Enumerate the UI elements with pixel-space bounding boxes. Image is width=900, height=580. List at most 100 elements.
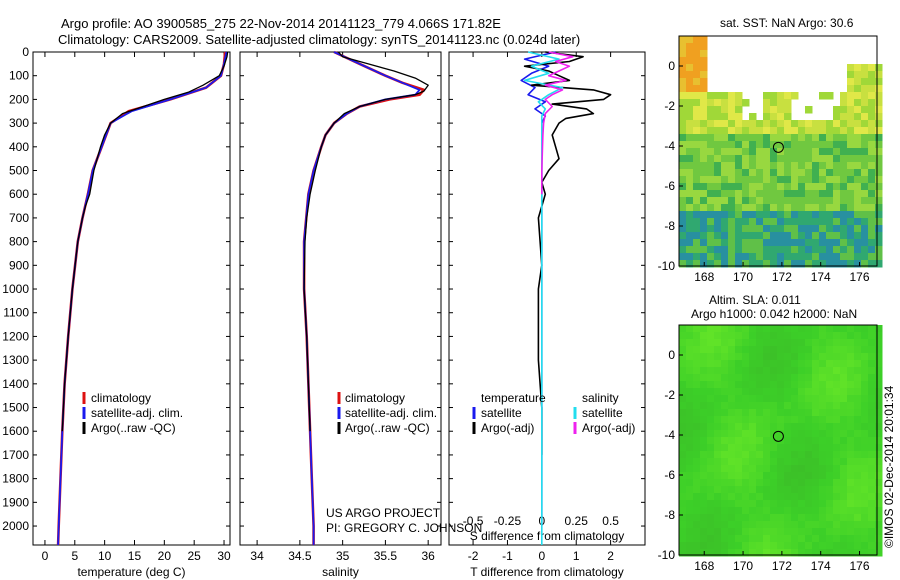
map-cell xyxy=(812,339,820,347)
map-cell xyxy=(742,472,750,480)
map-cell xyxy=(721,430,729,438)
map-cell xyxy=(833,416,841,424)
x-tick-label: 20 xyxy=(158,549,172,563)
map-cell xyxy=(861,120,869,128)
map-cell xyxy=(707,535,715,543)
map-cell xyxy=(812,507,820,515)
map-cell xyxy=(847,402,855,410)
map-cell xyxy=(714,99,722,107)
map-y-tick-label: -6 xyxy=(664,468,675,482)
map-cell xyxy=(847,169,855,177)
map-cell xyxy=(791,451,799,459)
map-cell xyxy=(749,239,757,247)
map-cell xyxy=(861,211,869,219)
map-cell xyxy=(819,444,827,452)
map-cell xyxy=(833,542,841,550)
map-cell xyxy=(784,232,792,240)
map-cell xyxy=(875,78,883,86)
map-cell xyxy=(749,204,757,212)
map-cell xyxy=(770,339,778,347)
map-cell xyxy=(735,367,743,375)
map-cell xyxy=(693,113,701,121)
map-cell xyxy=(686,92,694,100)
map-cell xyxy=(875,360,883,368)
map-cell xyxy=(700,155,708,163)
map-cell xyxy=(847,528,855,536)
map-cell xyxy=(819,225,827,233)
map-cell xyxy=(798,127,806,135)
map-x-tick-label: 168 xyxy=(694,559,714,573)
map-cell xyxy=(875,204,883,212)
map-cell xyxy=(728,113,736,121)
map-cell xyxy=(679,71,687,79)
series-line-satellite-adj-clim- xyxy=(57,51,228,546)
title-line-2: Climatology: CARS2009. Satellite-adjuste… xyxy=(58,32,580,47)
map-cell xyxy=(756,232,764,240)
map-cell xyxy=(693,169,701,177)
series-line-climatology xyxy=(56,51,227,546)
map-cell xyxy=(791,493,799,501)
map-cell xyxy=(742,388,750,396)
map-cell xyxy=(875,416,883,424)
map-cell xyxy=(854,176,862,184)
map-cell xyxy=(728,430,736,438)
map-cell xyxy=(756,367,764,375)
map-cell xyxy=(819,127,827,135)
map-cell xyxy=(721,395,729,403)
map-cell xyxy=(700,190,708,198)
map-cell xyxy=(686,472,694,480)
map-cell xyxy=(763,528,771,536)
map-cell xyxy=(819,367,827,375)
map-cell xyxy=(679,346,687,354)
map-x-tick-label: 174 xyxy=(811,559,831,573)
map-cell xyxy=(770,444,778,452)
map-cell xyxy=(763,451,771,459)
y-tick-label: 200 xyxy=(9,92,29,106)
map-cell xyxy=(735,388,743,396)
map-x-tick-label: 170 xyxy=(733,270,753,284)
map-cell xyxy=(805,346,813,354)
map-cell xyxy=(875,71,883,79)
map-cell xyxy=(721,197,729,205)
x-tick-label-top: -0.25 xyxy=(494,514,522,528)
map-cell xyxy=(714,225,722,233)
map-cell xyxy=(728,148,736,156)
map-cell xyxy=(826,197,834,205)
map-cell xyxy=(756,176,764,184)
map-cell xyxy=(868,71,876,79)
map-cell xyxy=(735,444,743,452)
map-cell xyxy=(679,465,687,473)
map-x-tick-label: 174 xyxy=(811,270,831,284)
map-cell xyxy=(728,402,736,410)
title-line-1: Argo profile: AO 3900585_275 22-Nov-2014… xyxy=(61,16,501,31)
map-cell xyxy=(770,493,778,501)
map-cell xyxy=(735,106,743,114)
map-cell xyxy=(868,148,876,156)
map-cell xyxy=(826,225,834,233)
map-cell xyxy=(721,549,729,557)
map-cell xyxy=(875,479,883,487)
map-cell xyxy=(791,500,799,508)
map-cell xyxy=(742,332,750,340)
map-cell xyxy=(840,535,848,543)
map-cell xyxy=(777,211,785,219)
map-cell xyxy=(833,176,841,184)
map-cell xyxy=(770,514,778,522)
map-cell xyxy=(812,190,820,198)
map-cell xyxy=(868,64,876,72)
series-line-climatology xyxy=(302,50,426,545)
map-cell xyxy=(868,451,876,459)
map-cell xyxy=(700,211,708,219)
map-cell xyxy=(861,465,869,473)
map-cell xyxy=(861,458,869,466)
map-cell xyxy=(693,134,701,142)
map-cell xyxy=(721,99,729,107)
map-cell xyxy=(868,367,876,375)
map-cell xyxy=(714,374,722,382)
map-cell xyxy=(686,430,694,438)
map-cell xyxy=(693,465,701,473)
map-cell xyxy=(686,36,694,44)
map-cell xyxy=(840,148,848,156)
map-cell xyxy=(784,141,792,149)
map-cell xyxy=(721,332,729,340)
